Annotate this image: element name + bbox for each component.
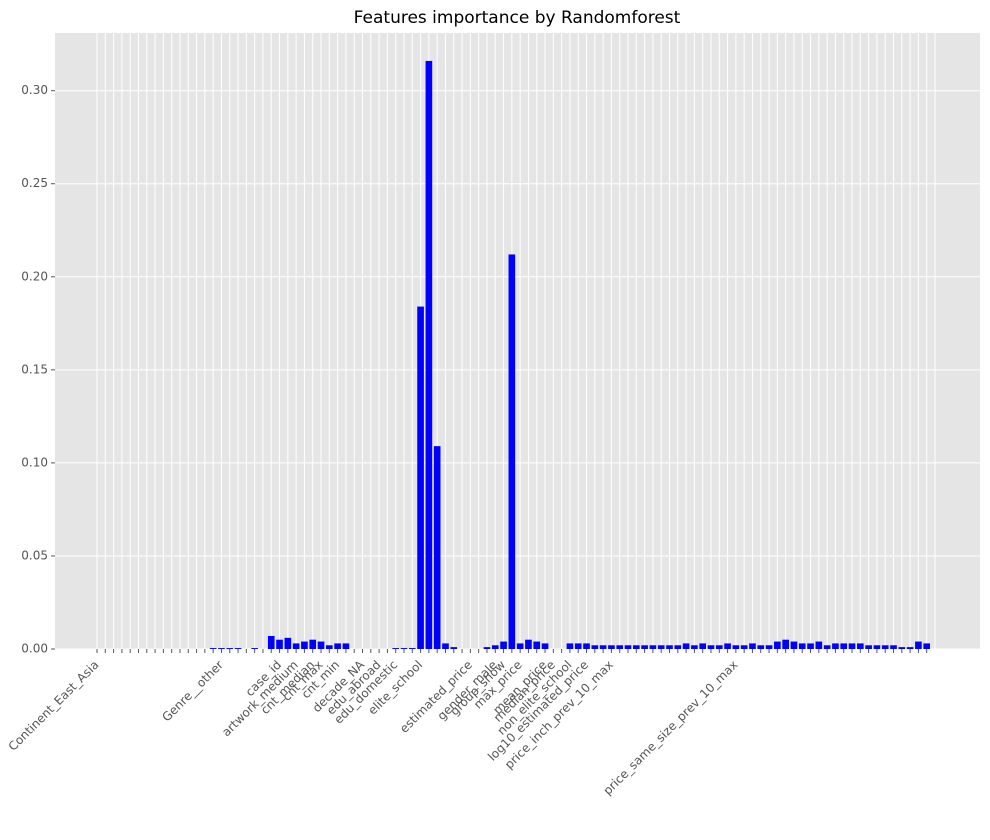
bar — [234, 648, 242, 649]
bar — [632, 645, 640, 649]
y-tick-label: 0.25 — [21, 176, 48, 190]
bar — [641, 645, 648, 649]
bar — [417, 306, 424, 649]
bar — [923, 643, 931, 649]
bar — [292, 643, 300, 649]
plot-area — [55, 33, 980, 649]
bar — [749, 643, 756, 649]
bar — [881, 645, 889, 649]
bar — [317, 641, 325, 649]
bar — [624, 645, 632, 649]
bar — [483, 647, 491, 649]
bar — [823, 645, 831, 649]
bar — [342, 643, 350, 649]
y-tick-label: 0.30 — [21, 83, 48, 97]
bar — [715, 645, 723, 649]
bar — [325, 645, 333, 649]
bar — [832, 643, 839, 649]
bar — [815, 641, 823, 649]
x-tick-label: price_same_size_prev_10_max — [600, 658, 740, 798]
bar — [433, 446, 441, 649]
bar — [840, 643, 848, 649]
bar — [848, 643, 856, 649]
bar — [682, 643, 690, 649]
bar — [209, 648, 217, 649]
bar — [740, 645, 748, 649]
bar — [574, 643, 582, 649]
y-tick-label: 0.10 — [21, 455, 48, 469]
bar — [674, 645, 682, 649]
bar — [890, 645, 897, 649]
y-tick-label: 0.05 — [21, 548, 48, 562]
bar — [508, 254, 516, 650]
bar — [276, 639, 283, 649]
bar — [699, 643, 707, 649]
bar — [906, 647, 914, 649]
bar — [450, 647, 458, 649]
bar — [616, 645, 624, 649]
bar — [790, 641, 798, 649]
bar — [541, 643, 549, 649]
bar — [301, 641, 308, 649]
bar — [649, 645, 657, 649]
bar — [898, 647, 906, 649]
bar — [732, 645, 740, 649]
bar — [267, 635, 275, 649]
bar — [425, 60, 433, 650]
bar — [442, 643, 449, 649]
bar — [533, 641, 541, 649]
bar — [525, 639, 532, 649]
bar — [807, 643, 814, 649]
bar — [707, 645, 715, 649]
bar — [757, 645, 765, 649]
bar — [400, 648, 408, 649]
bar — [608, 645, 615, 649]
bar — [491, 645, 499, 649]
bar — [251, 648, 258, 649]
chart-title: Features importance by Randomforest — [354, 8, 681, 28]
bar — [334, 643, 341, 649]
bar — [765, 645, 773, 649]
bar — [309, 639, 317, 649]
bar — [591, 645, 599, 649]
bar — [691, 645, 698, 649]
bar — [218, 648, 225, 649]
bar — [226, 648, 234, 649]
bar — [516, 643, 524, 649]
bar — [865, 645, 872, 649]
bar — [500, 641, 507, 649]
bar — [657, 645, 665, 649]
y-tick-label: 0.00 — [21, 642, 48, 656]
bar — [782, 639, 789, 649]
bar — [284, 637, 292, 649]
bar — [392, 648, 400, 649]
x-tick-label: Continent_East_Asia — [6, 658, 102, 754]
bar — [915, 641, 922, 649]
bar — [666, 645, 673, 649]
bar — [583, 643, 590, 649]
bar — [873, 645, 881, 649]
bar — [724, 643, 731, 649]
bar — [408, 648, 416, 649]
bar — [566, 643, 574, 649]
y-tick-label: 0.15 — [21, 362, 48, 376]
x-tick-label: Genre__other — [159, 658, 226, 725]
bar — [857, 643, 864, 649]
bar — [774, 641, 781, 649]
bar — [798, 643, 806, 649]
y-tick-label: 0.20 — [21, 269, 48, 283]
bar — [599, 645, 607, 649]
